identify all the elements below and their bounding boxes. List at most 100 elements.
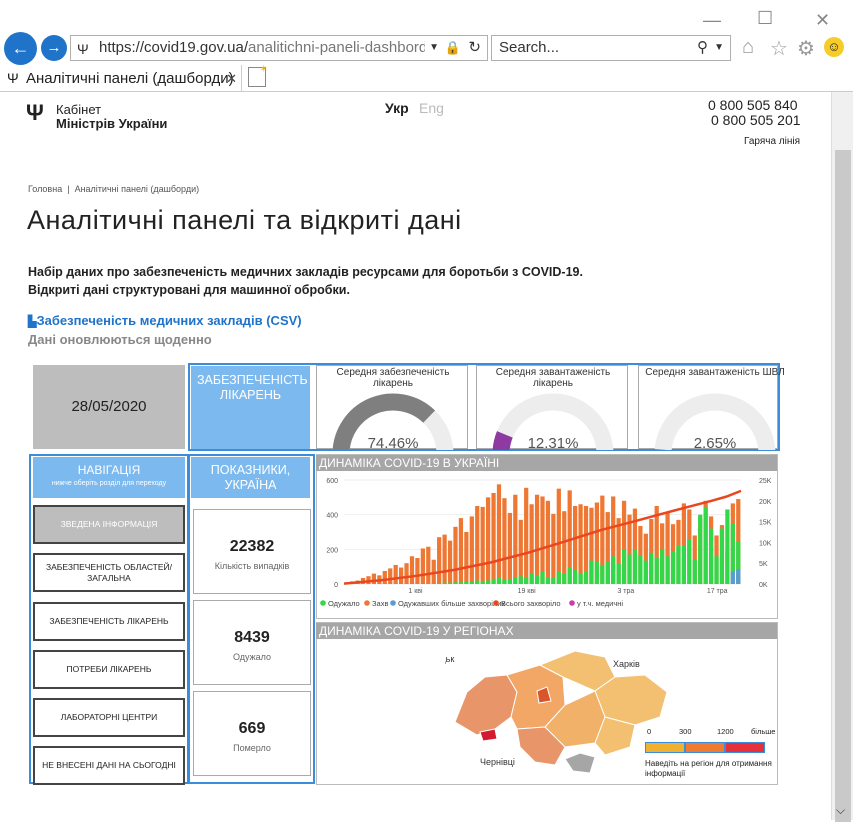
bar-recovered[interactable] [660,549,664,584]
bar-cases[interactable] [372,574,376,584]
lang-ukr[interactable]: Укр [385,100,409,116]
phone-1[interactable]: 0 800 505 840 [708,97,798,113]
bar-recovered[interactable] [568,568,572,584]
bar-recovered[interactable] [611,556,615,584]
bar-recovered[interactable] [627,555,631,584]
bar-cases[interactable] [519,520,523,584]
bar-recovered[interactable] [519,576,523,584]
bar-recovered[interactable] [508,579,512,584]
bar-recovered[interactable] [682,546,686,584]
forward-button[interactable]: → [41,35,67,61]
nav-item-5[interactable]: ЛАБОРАТОРНІ ЦЕНТРИ [33,698,185,737]
bar-cases[interactable] [530,504,534,584]
bar-cases[interactable] [481,507,485,584]
vertical-scrollbar[interactable]: ⌵ [831,92,853,820]
bar-recovered[interactable] [491,579,495,584]
bar-cases[interactable] [486,497,490,584]
bar-cases[interactable] [475,506,479,584]
back-button[interactable]: ← [4,32,37,65]
bar-cases[interactable] [513,495,517,584]
bar-recovered[interactable] [638,555,642,584]
bar-recovered[interactable] [649,553,653,584]
scrollbar-thumb[interactable] [835,150,851,822]
bar-recovered[interactable] [437,583,441,584]
search-input[interactable]: Search... ⚲ ▼ [491,35,731,61]
bar-recovered[interactable] [714,556,718,584]
bar-recovered[interactable] [584,571,588,584]
bar-cases[interactable] [464,532,468,584]
bar-recovered[interactable] [426,583,430,584]
bar-recovered[interactable] [589,561,593,584]
minimize-button[interactable]: — [703,10,721,31]
bar-recovered[interactable] [470,582,474,584]
bar-recovered[interactable] [453,582,457,584]
bar-recovered[interactable] [459,582,463,584]
bar-cases[interactable] [448,541,452,584]
bar-cases[interactable] [453,527,457,584]
bar-recovered[interactable] [486,581,490,584]
maximize-button[interactable]: ☐ [757,8,773,29]
bar-recovered[interactable] [720,529,724,584]
bar-cases[interactable] [557,489,561,584]
bar-recovered[interactable] [497,578,501,584]
bar-recovered[interactable] [432,583,436,584]
bar-recovered[interactable] [600,565,604,584]
bar-cases[interactable] [421,548,425,584]
bar-recovered[interactable] [475,581,479,584]
bar-cases[interactable] [470,516,474,584]
star-icon[interactable]: ☆ [770,36,788,61]
bar-recovered[interactable] [687,539,691,584]
scroll-down-icon[interactable]: ⌵ [836,803,845,818]
bar-recovered[interactable] [502,580,506,584]
bar-cases[interactable] [442,535,446,584]
smiley-icon[interactable]: ☺ [824,37,844,57]
bar-recovered[interactable] [704,507,708,584]
bar-recovered[interactable] [655,558,659,584]
bar-cases[interactable] [388,568,392,584]
bar-cases[interactable] [415,558,419,584]
bar-cases[interactable] [383,571,387,584]
bar-recovered[interactable] [676,545,680,584]
bar-cases[interactable] [562,511,566,584]
bar-recovered[interactable] [524,577,528,584]
address-bar[interactable]: Ψ https://covid19.gov.ua/analitichni-pan… [70,35,488,61]
bar-recovered[interactable] [709,529,713,584]
home-icon[interactable]: ⌂ [742,36,754,59]
bar-cases[interactable] [491,493,495,584]
bar-cases[interactable] [508,513,512,584]
map-region-west[interactable] [455,675,517,735]
bar-recovered[interactable] [725,509,729,584]
bar-recovered[interactable] [530,574,534,584]
lang-eng[interactable]: Eng [419,100,444,116]
bar-cases[interactable] [535,495,539,584]
bar-cases[interactable] [540,496,544,584]
bar-cases[interactable] [551,514,555,584]
bar-cases[interactable] [404,563,408,584]
ukraine-map[interactable]: Луцьк Харків Чернівці [445,647,675,777]
search-icon[interactable]: ⚲ [697,36,708,60]
bar-recovered-more[interactable] [731,572,735,584]
bar-recovered[interactable] [562,574,566,584]
bar-cases[interactable] [426,547,430,584]
bar-recovered[interactable] [698,515,702,584]
bar-recovered[interactable] [442,583,446,584]
bar-recovered[interactable] [671,552,675,584]
bar-recovered[interactable] [606,561,610,584]
bar-recovered[interactable] [551,578,555,584]
bar-cases[interactable] [394,565,398,584]
bar-cases[interactable] [497,484,501,584]
chevron-down-icon[interactable]: ▼ [714,36,724,60]
bar-cases[interactable] [502,498,506,584]
bar-recovered[interactable] [665,556,669,584]
gear-icon[interactable]: ⚙ [797,36,815,61]
tab-close-icon[interactable]: ✕ [226,65,237,92]
bar-recovered[interactable] [578,574,582,584]
bar-cases[interactable] [524,488,528,584]
bar-recovered[interactable] [481,581,485,584]
new-tab-button[interactable]: ✶ [248,67,266,87]
bar-recovered[interactable] [535,575,539,584]
bar-cases[interactable] [578,504,582,584]
bar-recovered[interactable] [617,563,621,584]
refresh-icon[interactable]: ↻ [468,36,481,60]
dropdown-icon[interactable]: ▼ [425,36,439,60]
